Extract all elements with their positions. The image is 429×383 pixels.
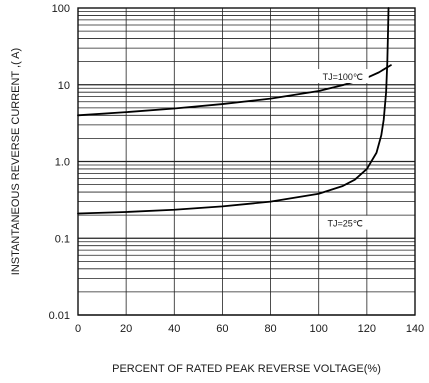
y-tick-label: 100 [52, 3, 70, 15]
series-label: TJ=100℃ [323, 72, 363, 82]
grid [77, 8, 416, 316]
x-tick-label: 60 [216, 323, 228, 335]
x-tick-label: 0 [75, 323, 81, 335]
x-tick-label: 140 [406, 323, 424, 335]
labels: 0 20 40 60 80 100 120 140 0.01 0.1 1.0 10 100 PERCENT… [10, 3, 424, 375]
series [77, 7, 392, 215]
x-axis-label: PERCENT OF RATED PEAK REVERSE VOLTAGE(%) [112, 363, 381, 375]
y-axis-label: INSTANTANEOUS REVERSE CURRENT ,( A) [10, 48, 22, 275]
series-label-bg [319, 215, 372, 230]
series-line-tj25 [77, 7, 390, 215]
y-tick-label: 0.1 [55, 233, 70, 245]
x-tick-label: 20 [120, 323, 132, 335]
series-line-tj100 [77, 64, 392, 117]
x-tick-label: 80 [264, 323, 276, 335]
y-tick-label: 10 [58, 80, 70, 92]
plot-frame [77, 7, 416, 316]
x-tick-label: 120 [358, 323, 376, 335]
series-label-bg [316, 69, 369, 84]
x-tick-label: 100 [310, 323, 328, 335]
y-tick-label: 1.0 [55, 157, 70, 169]
axes [77, 7, 416, 316]
series-label: TJ=25℃ [328, 219, 363, 229]
y-tick-label: 0.01 [49, 310, 70, 322]
x-tick-label: 40 [168, 323, 180, 335]
